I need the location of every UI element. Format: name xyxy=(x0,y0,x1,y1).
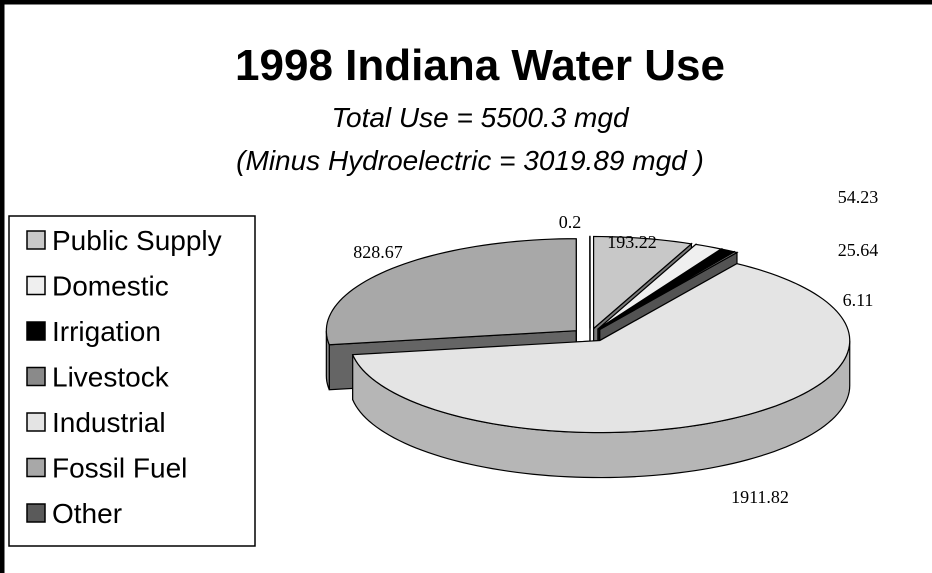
data-label: 193.22 xyxy=(607,232,657,252)
slice xyxy=(597,243,723,330)
data-label: 25.64 xyxy=(838,240,879,260)
data-label: 6.11 xyxy=(843,290,874,310)
legend-label: Industrial xyxy=(52,407,166,438)
legend-swatch xyxy=(26,321,46,341)
legend-swatch xyxy=(26,412,46,432)
legend-label: Irrigation xyxy=(52,316,161,347)
legend-label: Other xyxy=(52,498,122,529)
data-label: 54.23 xyxy=(838,187,879,207)
legend-box xyxy=(8,215,256,547)
legend-label: Public Supply xyxy=(52,225,222,256)
legend-swatch xyxy=(26,457,46,478)
legend-swatch xyxy=(26,275,46,296)
chart-subtitle: (Minus Hydroelectric = 3019.89 mgd ) xyxy=(236,145,704,176)
legend-swatch xyxy=(26,503,46,523)
legend-swatch xyxy=(26,230,46,250)
data-label: 828.67 xyxy=(353,242,403,262)
slice xyxy=(325,238,577,346)
legend-label: Domestic xyxy=(52,271,169,302)
chart-title: 1998 Indiana Water Use xyxy=(235,41,725,90)
legend-label: Fossil Fuel xyxy=(52,453,187,484)
chart-subtitle: Total Use = 5500.3 mgd xyxy=(331,102,629,133)
legend-label: Livestock xyxy=(52,362,170,393)
data-label: 1911.82 xyxy=(731,487,789,507)
pie xyxy=(325,235,851,479)
slice xyxy=(599,251,739,330)
legend-swatch xyxy=(26,366,46,387)
slice xyxy=(351,263,851,434)
data-label: 0.2 xyxy=(559,212,582,232)
slice xyxy=(592,235,693,330)
